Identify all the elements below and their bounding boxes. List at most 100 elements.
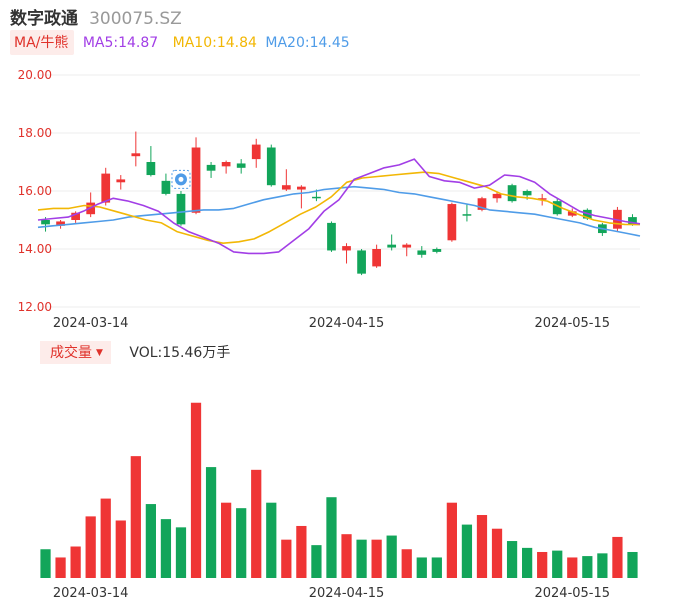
price-tick-label: 12.00 <box>18 300 52 314</box>
candle-body <box>417 250 427 255</box>
volume-bar <box>627 551 638 578</box>
stock-header: 数字政通 300075.SZ <box>10 4 182 29</box>
volume-bar <box>552 550 563 578</box>
date-axis-price: 2024-03-14 2024-04-15 2024-05-15 <box>53 316 610 331</box>
volume-bar <box>506 541 518 578</box>
volume-bar <box>612 536 623 578</box>
candle-body <box>387 244 397 248</box>
marker-dot <box>178 176 184 182</box>
candle-body <box>176 193 186 225</box>
volume-bars <box>40 402 638 578</box>
candle-body <box>161 180 171 194</box>
volume-bar <box>537 551 548 578</box>
volume-bar <box>221 502 232 578</box>
candle-body <box>327 222 336 251</box>
candle-body <box>71 212 80 220</box>
volume-bar <box>356 539 367 578</box>
volume-date-label: 2024-03-14 <box>53 586 129 601</box>
candle-body <box>236 163 246 168</box>
candle-body <box>357 250 366 274</box>
price-tick-label: 20.00 <box>18 68 52 82</box>
volume-date-label: 2024-05-15 <box>534 586 610 601</box>
candle-body <box>432 249 442 252</box>
volume-bar <box>100 498 111 578</box>
candle-body <box>567 211 577 216</box>
stock-code: 300075.SZ <box>89 9 182 29</box>
volume-bar <box>296 525 307 578</box>
volume-bar <box>386 535 397 578</box>
volume-bar <box>341 534 352 578</box>
candle-body <box>537 198 547 200</box>
price-grid <box>38 74 640 308</box>
volume-bar <box>597 553 608 578</box>
ma5-value: MA5:14.87 <box>82 35 159 51</box>
candle-body <box>477 198 487 210</box>
ma-legend: MA/牛熊 MA5:14.87 MA10:14.84 MA20:14.45 <box>10 30 350 55</box>
volume-bar <box>115 520 126 578</box>
volume-bar <box>522 547 533 578</box>
ma10-line <box>37 171 641 244</box>
candle-body <box>146 162 156 176</box>
candle-body <box>297 186 306 190</box>
candle-body <box>101 173 111 203</box>
candle-body <box>342 246 351 251</box>
volume-bar <box>251 469 262 578</box>
candle-body <box>447 204 457 241</box>
volume-bar <box>281 539 292 578</box>
dropdown-arrow-icon: ▼ <box>96 348 103 358</box>
price-date-label: 2024-04-15 <box>309 316 385 331</box>
candle-body <box>522 191 532 196</box>
candle-body <box>206 164 216 171</box>
marker-frame <box>171 169 191 189</box>
price-axis: 20.00 18.00 16.00 14.00 12.00 <box>18 68 52 314</box>
price-tick-label: 16.00 <box>18 184 52 198</box>
volume-bar <box>130 456 141 578</box>
candle-body <box>191 147 201 213</box>
candle-body <box>251 144 261 160</box>
volume-indicator-dropdown[interactable]: 成交量 ▼ <box>40 341 111 364</box>
volume-bar <box>55 557 66 578</box>
volume-bar <box>582 556 593 578</box>
candle-body <box>56 221 65 226</box>
volume-tag-label: 成交量 <box>50 345 92 361</box>
volume-legend: 成交量 ▼ VOL:15.46万手 <box>40 341 230 364</box>
volume-bar <box>311 545 322 578</box>
price-date-label: 2024-05-15 <box>534 316 610 331</box>
price-marker[interactable] <box>171 169 191 189</box>
candle-body <box>266 147 276 186</box>
candle-body <box>507 185 517 202</box>
price-date-label: 2024-03-14 <box>53 316 129 331</box>
candle-body <box>492 193 502 199</box>
volume-bar <box>266 502 277 578</box>
candlestick-series <box>41 131 637 276</box>
volume-bar <box>70 546 81 578</box>
candle-body <box>131 153 141 157</box>
price-tick-label: 18.00 <box>18 126 52 140</box>
volume-bar <box>491 528 503 578</box>
candle-body <box>281 185 291 190</box>
ma10-value: MA10:14.84 <box>172 35 257 51</box>
volume-bar <box>416 557 427 578</box>
volume-bar <box>40 549 51 578</box>
candle-body <box>402 244 412 248</box>
volume-bar <box>145 504 156 578</box>
date-axis-volume: 2024-03-14 2024-04-15 2024-05-15 <box>53 586 610 601</box>
candle-body <box>372 249 381 267</box>
ma5-line <box>37 158 641 255</box>
volume-bar <box>326 497 337 578</box>
moving-average-lines <box>37 158 641 255</box>
volume-bar <box>461 524 473 578</box>
ma-indicator-tag[interactable]: MA/牛熊 <box>10 30 75 55</box>
candle-body <box>552 201 562 215</box>
volume-bar <box>85 516 96 578</box>
stock-name: 数字政通 <box>10 9 78 29</box>
volume-bar <box>205 467 217 578</box>
volume-bar <box>371 539 382 578</box>
candle-body <box>116 179 126 183</box>
candle-body <box>628 217 637 225</box>
volume-bar <box>401 549 412 578</box>
volume-bar <box>446 502 457 578</box>
candle-body <box>221 162 231 167</box>
volume-bar <box>431 557 442 578</box>
